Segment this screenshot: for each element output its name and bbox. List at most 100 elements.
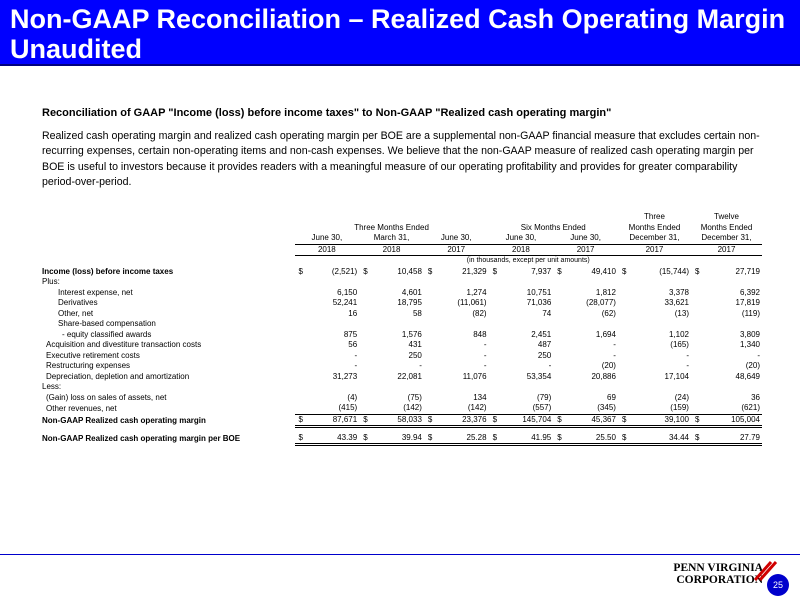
- currency-symbol: [424, 277, 437, 288]
- currency-symbol: [618, 309, 631, 320]
- currency-symbol: $: [617, 432, 631, 446]
- units-row: (in thousands, except per unit amounts): [42, 256, 762, 267]
- intro-paragraph: Realized cash operating margin and reali…: [42, 130, 760, 189]
- currency-symbol: [295, 382, 308, 393]
- currency-symbol: [424, 298, 437, 309]
- currency-symbol: [617, 403, 631, 415]
- currency-symbol: [424, 382, 437, 393]
- currency-symbol: [618, 393, 631, 404]
- row-value: [307, 319, 359, 330]
- header-row-top: Three Twelve: [42, 212, 762, 223]
- row-value: 6,150: [337, 287, 358, 297]
- currency-symbol: $: [363, 266, 368, 276]
- row-label: - equity classified awards: [62, 329, 152, 339]
- currency-symbol: $: [488, 432, 502, 446]
- row-label: Less:: [42, 382, 62, 391]
- currency-symbol: [553, 319, 566, 330]
- currency-symbol: [489, 277, 502, 288]
- units-note: (in thousands, except per unit amounts): [466, 257, 590, 264]
- row-value: 22,081: [397, 371, 422, 381]
- currency-symbol: $: [694, 266, 700, 276]
- company-logo: PENN VIRGINIA CORPORATION: [667, 561, 778, 594]
- currency-symbol: $: [690, 414, 704, 428]
- year-header-1: 2018: [359, 244, 424, 256]
- currency-symbol: [690, 403, 704, 415]
- currency-symbol: $: [423, 432, 437, 446]
- row-value: 56: [348, 340, 358, 349]
- currency-symbol: $: [492, 266, 498, 276]
- currency-symbol: $: [359, 432, 372, 446]
- currency-symbol: [691, 277, 704, 288]
- currency-symbol: [691, 319, 704, 330]
- row-value: [566, 382, 618, 393]
- currency-symbol: [489, 309, 502, 320]
- currency-symbol: [424, 319, 437, 330]
- currency-symbol: [489, 319, 502, 330]
- row-value: 31,273: [332, 371, 358, 381]
- currency-symbol: [489, 361, 502, 372]
- row-value: [501, 277, 553, 288]
- row-value: (79): [537, 392, 552, 402]
- row-value: (165): [670, 340, 689, 349]
- currency-symbol: [489, 340, 502, 351]
- row-value: -: [613, 350, 616, 360]
- row-label: Restructuring expenses: [46, 361, 131, 370]
- row-value: 3,378: [668, 287, 689, 297]
- period-header-0: June 30,: [294, 233, 360, 245]
- currency-symbol: [553, 403, 566, 415]
- currency-symbol: [295, 340, 308, 351]
- row-value: -: [757, 350, 760, 360]
- row-value: 33,621: [664, 298, 689, 307]
- row-value: 39,100: [630, 414, 691, 428]
- currency-symbol: [691, 330, 704, 341]
- row-label: Depreciation, depletion and amortization: [46, 371, 190, 381]
- row-label: Acquisition and divestiture transaction …: [46, 340, 202, 349]
- row-label: Interest expense, net: [58, 287, 133, 297]
- row-value: [704, 382, 763, 393]
- row-value: [566, 277, 618, 288]
- row-value: -: [686, 350, 689, 360]
- table-row: Depreciation, depletion and amortization…: [42, 372, 762, 383]
- currency-symbol: [618, 330, 631, 341]
- row-value: (11,061): [457, 298, 487, 307]
- row-label: (Gain) loss on sales of assets, net: [46, 392, 167, 402]
- row-value: 27.79: [703, 432, 762, 446]
- year-header-5: 2017: [617, 244, 691, 256]
- row-value: [372, 382, 424, 393]
- row-value: 10,751: [526, 287, 552, 297]
- currency-symbol: [359, 330, 372, 341]
- currency-symbol: [691, 372, 704, 383]
- row-value: 250: [537, 350, 552, 360]
- currency-symbol: $: [298, 266, 303, 276]
- currency-symbol: $: [359, 414, 372, 428]
- currency-symbol: [295, 361, 308, 372]
- header-row-groups: Three Months Ended Six Months Ended Mont…: [42, 223, 762, 234]
- period-header-4: June 30,: [553, 233, 618, 245]
- year-header-6: 2017: [690, 244, 762, 256]
- currency-symbol: [553, 361, 566, 372]
- currency-symbol: [618, 372, 631, 383]
- header-twelve-mid: Months Ended: [700, 222, 753, 232]
- row-value: 1,274: [466, 287, 487, 297]
- row-value: (62): [601, 308, 616, 318]
- row-value: (24): [674, 392, 689, 402]
- row-value: 87,671: [307, 414, 360, 428]
- row-value: (20): [601, 361, 616, 370]
- currency-symbol: [295, 288, 308, 299]
- table-row: Non-GAAP Realized cash operating margin …: [42, 432, 762, 446]
- row-value: 487: [537, 340, 552, 349]
- row-value: [372, 277, 424, 288]
- row-value: 27,719: [735, 266, 760, 276]
- logo-line-2: CORPORATION: [676, 574, 763, 586]
- currency-symbol: [553, 393, 566, 404]
- row-value: [630, 277, 691, 288]
- currency-symbol: [691, 393, 704, 404]
- table-row: Executive retirement costs - 250 - 250 - - -: [42, 351, 762, 362]
- row-value: 17,104: [664, 371, 689, 381]
- row-value: 21,329: [462, 266, 487, 276]
- currency-symbol: $: [423, 414, 437, 428]
- currency-symbol: [553, 298, 566, 309]
- row-value: 58: [412, 308, 422, 318]
- row-label: Non-GAAP Realized cash operating margin …: [42, 434, 241, 443]
- currency-symbol: [424, 351, 437, 362]
